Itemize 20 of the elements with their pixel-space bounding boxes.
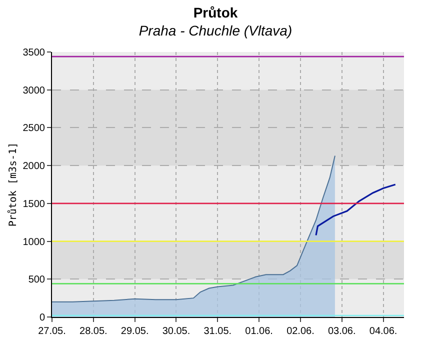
- x-tick-label: 28.05.: [80, 326, 108, 337]
- y-tick-label: 2000: [22, 161, 46, 172]
- y-tick-label: 3000: [22, 85, 46, 96]
- y-tick-label: 2500: [22, 123, 46, 134]
- y-tick-label: 1000: [22, 236, 46, 248]
- x-tick-label: 30.05.: [162, 326, 190, 337]
- y-tick-label: 3500: [22, 48, 46, 58]
- y-tick-label: 500: [28, 274, 46, 286]
- chart-subtitle: Praha - Chuchle (Vltava): [138, 22, 292, 39]
- y-tick-label: 1500: [22, 198, 46, 210]
- x-tick-label: 29.05.: [120, 326, 149, 337]
- x-tick-label: 31.05.: [204, 326, 232, 337]
- x-tick-label: 04.06.: [369, 326, 398, 337]
- x-tick-label: 02.06.: [286, 326, 314, 337]
- x-tick-label: 01.06.: [245, 326, 273, 337]
- chart-title: Průtok: [193, 4, 238, 20]
- x-tick-label: 03.06.: [328, 326, 356, 337]
- y-axis-title: Průtok [m3s-1]: [6, 142, 19, 227]
- x-tick-label: 27.05.: [38, 326, 66, 337]
- y-tick-label: 0: [39, 312, 46, 324]
